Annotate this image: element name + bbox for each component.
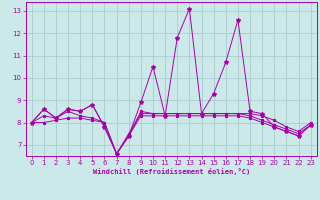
X-axis label: Windchill (Refroidissement éolien,°C): Windchill (Refroidissement éolien,°C) (92, 168, 250, 175)
